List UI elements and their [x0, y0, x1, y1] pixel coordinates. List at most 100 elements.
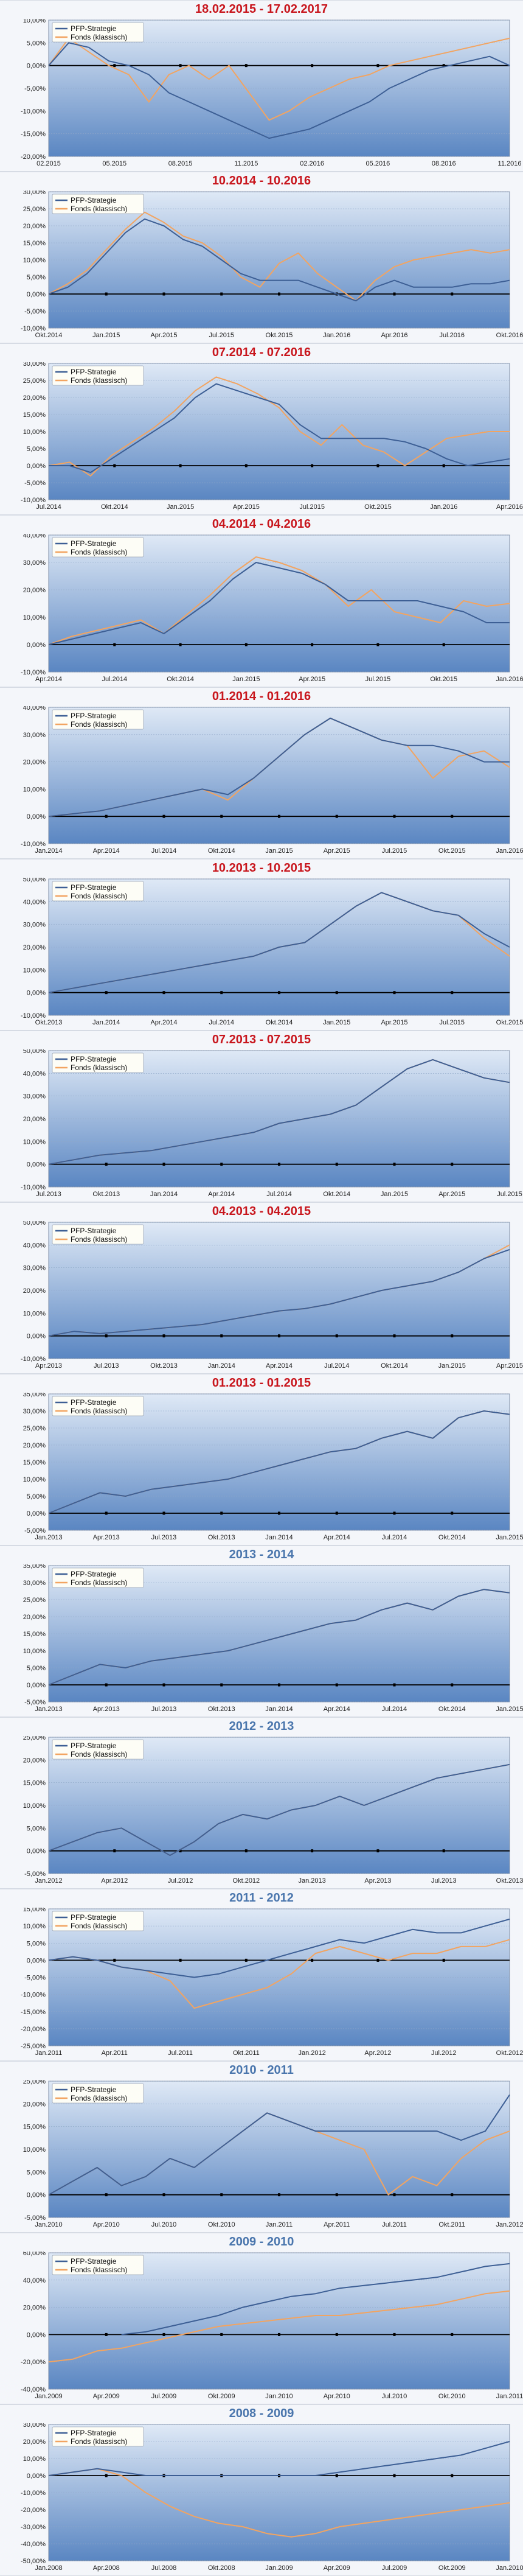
y-tick-label: 15,00%	[23, 240, 46, 247]
line-chart: 35,00% 30,00% 25,00% 20,00% 15,00% 10,00% 5,00…	[23, 1393, 523, 1541]
y-tick-label: 30,00%	[23, 1580, 46, 1587]
zero-line-marker	[220, 814, 223, 818]
chart-panel: 04.2013 - 04.2015 50,00% 40,00% 30,00% 20,00…	[0, 1202, 523, 1374]
y-tick-label: 20,00%	[23, 587, 46, 594]
x-tick-label: Jan.2014	[35, 847, 62, 855]
y-tick-label: 0,00%	[27, 1957, 46, 1964]
y-tick-label: -20,00%	[21, 2026, 46, 2033]
zero-line-marker	[393, 1511, 396, 1515]
zero-line-marker	[278, 1511, 280, 1515]
x-tick-label: Apr.2012	[364, 2049, 391, 2057]
line-chart: 25,00% 20,00% 15,00% 10,00% 5,00% 0,00% -5,00%…	[23, 2080, 523, 2228]
y-tick-label: 0,00%	[27, 1333, 46, 1340]
x-tick-label: Jul.2013	[94, 1362, 119, 1370]
x-tick-label: Jul.2009	[151, 2393, 177, 2400]
y-tick-label: 5,00%	[27, 40, 46, 47]
zero-line-marker	[162, 1163, 165, 1166]
series-line-strategy	[48, 42, 510, 139]
chart-panel: 01.2014 - 01.2016 40,00% 30,00% 20,00% 10,00…	[0, 687, 523, 859]
chart-title: 2012 - 2013	[229, 1720, 294, 1733]
y-tick-label: 20,00%	[23, 1614, 46, 1621]
legend-label: Fonds (klassisch)	[71, 1922, 127, 1930]
chart-panel: 2012 - 2013 25,00% 20,00% 15,00% 10,00% 5,00%…	[0, 1717, 523, 1889]
legend-label: PFP-Strategie	[71, 1398, 117, 1407]
chart-panel: 2008 - 2009 30,00% 20,00% 10,00% 0,00% -10,00…	[0, 2404, 523, 2576]
x-tick-label: Okt.2009	[438, 2564, 466, 2572]
zero-line-marker	[278, 991, 280, 995]
x-tick-label: Jul.2015	[439, 1019, 465, 1026]
x-tick-label: Jul.2012	[168, 1877, 193, 1885]
x-tick-label: 02.2015	[36, 160, 61, 167]
zero-line-marker	[451, 1334, 454, 1338]
y-tick-label: 20,00%	[23, 759, 46, 766]
x-tick-label: Jan.2015	[92, 332, 120, 339]
y-tick-label: -5,00%	[24, 308, 46, 315]
y-tick-label: 30,00%	[23, 1265, 46, 1272]
y-tick-label: -10,00%	[21, 497, 46, 504]
y-tick-label: 0,00%	[27, 1510, 46, 1517]
x-tick-label: Jan.2015	[496, 1706, 523, 1713]
line-chart: 50,00% 40,00% 30,00% 20,00% 10,00% 0,00% -10,0…	[21, 1049, 522, 1198]
chart-panel: 2010 - 2011 25,00% 20,00% 15,00% 10,00% 5,00%…	[0, 2061, 523, 2233]
chart-title: 10.2014 - 10.2016	[212, 174, 311, 187]
x-tick-label: Okt.2009	[208, 2393, 235, 2400]
x-tick-label: Jul.2012	[431, 2049, 457, 2057]
zero-line-marker	[393, 814, 396, 818]
zero-line-marker	[162, 2193, 165, 2197]
zero-line-marker	[376, 1958, 379, 1962]
y-tick-label: 5,00%	[27, 1665, 46, 1672]
zero-line-marker	[451, 1683, 454, 1687]
y-tick-label: 0,00%	[27, 1848, 46, 1855]
y-tick-label: -15,00%	[21, 2009, 46, 2016]
zero-line-marker	[105, 2193, 108, 2197]
x-tick-label: Jul.2014	[324, 1362, 350, 1370]
y-tick-label: 15,00%	[23, 1631, 46, 1638]
series-line-strategy	[48, 562, 510, 645]
y-tick-label: 10,00%	[23, 1476, 46, 1483]
chart-title: 2010 - 2011	[229, 2063, 294, 2077]
zero-line-marker	[311, 643, 314, 646]
x-tick-label: Okt.2013	[496, 1877, 523, 1885]
x-tick-label: Jan.2009	[265, 2564, 293, 2572]
y-tick-label: -50,00%	[21, 2558, 46, 2565]
legend-label: Fonds (klassisch)	[71, 33, 127, 41]
x-tick-label: Jul.2010	[151, 2221, 177, 2228]
plot-area	[48, 2424, 510, 2561]
zero-line-marker	[220, 1683, 223, 1687]
x-tick-label: Jul.2014	[36, 503, 61, 511]
chart-panel: 2011 - 2012 15,00% 10,00% 5,00% 0,00% -5,00% -…	[0, 1889, 523, 2061]
legend-label: PFP-Strategie	[71, 1913, 117, 1922]
x-tick-label: Okt.2015	[430, 676, 457, 683]
line-chart: 60,00%40,00%20,00%0,00%-20,00%-40,00%Jan…	[21, 2252, 523, 2400]
x-tick-label: Apr.2015	[299, 676, 325, 683]
y-tick-label: 5,00%	[27, 2169, 46, 2176]
x-tick-label: Jul.2013	[151, 1534, 177, 1541]
zero-line-marker	[451, 2474, 454, 2477]
legend-label: PFP-Strategie	[71, 1570, 117, 1578]
chart-title: 07.2013 - 07.2015	[212, 1033, 311, 1046]
y-tick-label: 20,00%	[23, 1442, 46, 1449]
line-chart: 10,00% 5,00% 0,00% -5,00% -10,00% -15,00% -20,…	[21, 19, 521, 167]
series-line-strategy	[48, 1763, 510, 1857]
x-tick-label: Jan.2015	[167, 503, 194, 511]
chart-title: 18.02.2015 - 17.02.2017	[195, 2, 328, 16]
x-tick-label: Jul.2013	[151, 1706, 177, 1713]
x-tick-label: Okt.2014	[438, 1534, 466, 1541]
y-tick-label: 10,00%	[23, 429, 46, 436]
zero-line-marker	[244, 643, 248, 646]
x-tick-label: Jan.2015	[381, 1191, 408, 1198]
y-tick-label: 5,00%	[27, 1825, 46, 1832]
x-tick-label: Jan.2016	[496, 847, 523, 855]
zero-line-marker	[113, 64, 116, 68]
y-tick-label: 20,00%	[23, 394, 46, 402]
x-tick-label: Jan.2015	[232, 676, 260, 683]
x-tick-label: Jan.2009	[35, 2393, 62, 2400]
x-tick-label: Jul.2014	[209, 1019, 234, 1026]
y-tick-label: 35,00%	[23, 1564, 46, 1570]
x-tick-label: Jul.2015	[365, 676, 391, 683]
legend	[52, 881, 144, 901]
x-tick-label: Jan.2014	[265, 1534, 293, 1541]
zero-line-marker	[179, 464, 182, 467]
legend	[52, 1052, 144, 1073]
